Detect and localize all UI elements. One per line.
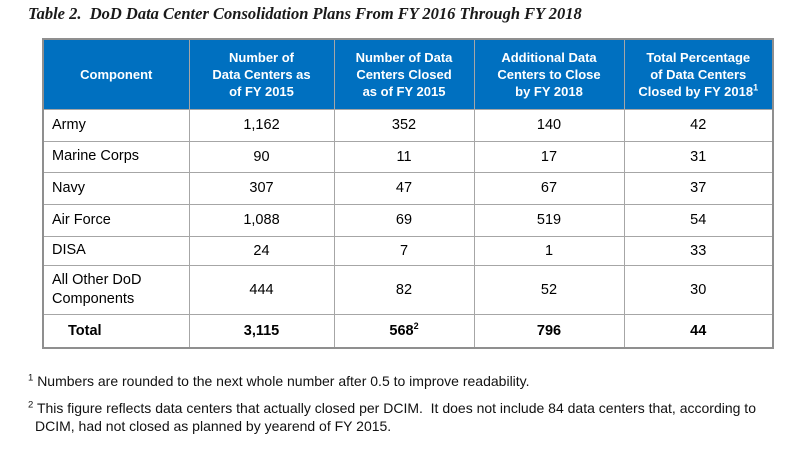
footnote-1-text: Numbers are rounded to the next whole nu… [37,373,530,389]
to-close-fy2018-cell: 17 [473,140,625,173]
pct-closed-fy2018-cell: 30 [623,264,774,315]
column-header-closed-fy2015: Number of Data Centers Closed as of FY 2… [333,38,475,110]
to-close-fy2018-cell: 1 [473,235,625,266]
header-row: Component Number of Data Centers as of F… [42,38,774,110]
to-close-fy2018-cell: 67 [473,171,625,205]
table-header: Component Number of Data Centers as of F… [42,38,774,110]
total-closed-fy2015-cell: 5682 [333,313,475,349]
centers-fy2015-cell: 307 [188,171,335,205]
closed-fy2015-cell: 69 [333,203,475,237]
centers-fy2015-cell: 24 [188,235,335,266]
table-row-disa: DISA 24 7 1 33 [42,235,774,266]
footnotes: 1 Numbers are rounded to the next whole … [28,372,784,445]
column-header-label: Number of Data Centers as of FY 2015 [212,49,311,99]
table-title: Table 2. DoD Data Center Consolidation P… [28,4,582,23]
footnote-1: 1 Numbers are rounded to the next whole … [28,372,784,390]
pct-closed-fy2018-cell: 37 [623,171,774,205]
closed-fy2015-cell: 47 [333,171,475,205]
column-header-label: Number of Data Centers Closed as of FY 2… [355,49,453,99]
header-footnote-marker: 1 [753,82,759,93]
component-cell: Marine Corps [42,140,190,173]
centers-fy2015-cell: 444 [188,264,335,315]
column-header-label: Component [80,66,153,82]
table-row-army: Army 1,162 352 140 42 [42,108,774,142]
table-body: Army 1,162 352 140 42 Marine Corps 90 11… [42,108,774,349]
column-header-centers-fy2015: Number of Data Centers as of FY 2015 [188,38,335,110]
component-cell: DISA [42,235,190,266]
table-row-air-force: Air Force 1,088 69 519 54 [42,203,774,237]
column-header-to-close-fy2018: Additional Data Centers to Close by FY 2… [473,38,625,110]
total-pct-closed-fy2018-cell: 44 [623,313,774,349]
closed-fy2015-cell: 7 [333,235,475,266]
column-header-component: Component [42,38,190,110]
footnote-1-marker: 1 [28,372,34,384]
to-close-fy2018-cell: 140 [473,108,625,142]
closed-fy2015-cell: 82 [333,264,475,315]
centers-fy2015-cell: 90 [188,140,335,173]
closed-fy2015-cell: 352 [333,108,475,142]
total-to-close-fy2018-cell: 796 [473,313,625,349]
table-row-navy: Navy 307 47 67 37 [42,171,774,205]
footnote-2-marker: 2 [28,399,34,411]
pct-closed-fy2018-cell: 31 [623,140,774,173]
component-cell: All Other DoD Components [42,264,190,315]
footnote-2: 2 This figure reflects data centers that… [28,399,784,435]
closed-fy2015-cell: 11 [333,140,475,173]
footnote-2-text: This figure reflects data centers that a… [35,400,760,435]
data-center-table: Component Number of Data Centers as of F… [42,38,774,349]
column-header-label: Additional Data Centers to Close by FY 2… [497,49,601,99]
component-cell: Navy [42,171,190,205]
total-closed-value: 568 [389,322,414,339]
centers-fy2015-cell: 1,088 [188,203,335,237]
total-label-cell: Total [42,313,190,349]
pct-closed-fy2018-cell: 42 [623,108,774,142]
table-row-total: Total 3,115 5682 796 44 [42,313,774,349]
column-header-label: Total Percentage of Data Centers Closed … [638,49,754,99]
component-cell: Army [42,108,190,142]
table-row-marine-corps: Marine Corps 90 11 17 31 [42,140,774,173]
column-header-pct-closed-fy2018: Total Percentage of Data Centers Closed … [623,38,774,110]
pct-closed-fy2018-cell: 33 [623,235,774,266]
total-footnote-marker: 2 [413,320,419,331]
to-close-fy2018-cell: 519 [473,203,625,237]
to-close-fy2018-cell: 52 [473,264,625,315]
table-row-all-other-dod: All Other DoD Components 444 82 52 30 [42,264,774,315]
total-centers-fy2015-cell: 3,115 [188,313,335,349]
component-cell: Air Force [42,203,190,237]
centers-fy2015-cell: 1,162 [188,108,335,142]
pct-closed-fy2018-cell: 54 [623,203,774,237]
